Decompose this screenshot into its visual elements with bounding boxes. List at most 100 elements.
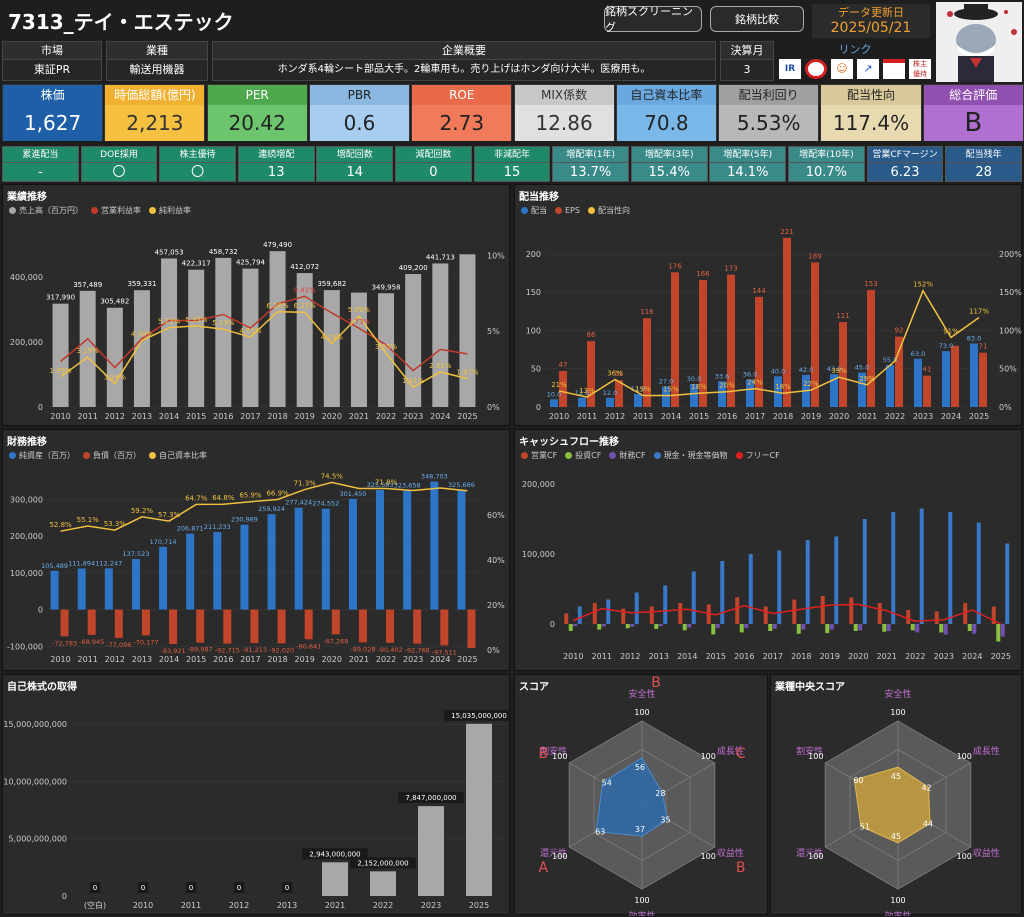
op-cf-bar [963, 603, 968, 624]
y2-tick-label: 50% [999, 365, 1017, 374]
debt-label: -67,268 [323, 637, 348, 645]
x-tick-label: 2020 [829, 412, 849, 421]
x-tick-label: 2022 [376, 412, 396, 421]
stat-label: 増配率(5年) [710, 147, 786, 163]
dividend-bar [550, 399, 558, 407]
x-tick-label: 2014 [661, 412, 681, 421]
stat-value: 15.4% [648, 165, 690, 180]
net-margin-label: 1.87% [456, 369, 479, 377]
x-tick-label: 2010 [50, 655, 70, 664]
radar-axis-label: 収益性 [717, 847, 744, 859]
finance-chart: -100,000 0 100,000 200,000 300,000 0% 20% 40% 60… [7, 472, 505, 664]
eps-label: 189 [808, 252, 821, 260]
avatar [936, 2, 1022, 82]
stat-value: 14 [346, 165, 364, 180]
radar-value: 28 [655, 789, 665, 798]
dividend-label: 27.0 [659, 377, 673, 385]
kpi-value: 1,627 [3, 105, 103, 141]
debt-label: -93,921 [161, 647, 186, 655]
debt-bar [440, 609, 449, 646]
cash-bar [834, 536, 839, 624]
cash-bar [720, 561, 725, 624]
radar-axis-label: 効率性 [628, 910, 655, 916]
x-tick-label: 2016 [213, 412, 233, 421]
kpi-value: 117.4% [821, 105, 921, 141]
dividend-bar [690, 384, 698, 407]
minkabu-link-icon[interactable] [883, 59, 905, 79]
equity-ratio-label: 64.7% [185, 494, 208, 502]
radar-axis-label: 還元性 [540, 847, 567, 859]
x-tick-label: 2010 [549, 412, 569, 421]
equity-ratio-label: 64.8% [212, 494, 235, 502]
cash-bar [691, 571, 696, 624]
equity-bar [321, 508, 330, 610]
buyback-label-bg [137, 882, 149, 893]
equity-label: 137,523 [122, 550, 149, 558]
fin-cf-bar [972, 624, 977, 634]
cash-bar [663, 585, 668, 624]
radar-max-label: 100 [634, 896, 649, 905]
sales-bar [323, 290, 340, 407]
person-link-icon[interactable]: ☺ [831, 59, 853, 79]
debt-bar [304, 609, 313, 640]
y2-tick-label: 40% [487, 556, 505, 565]
ir-bank-link-icon[interactable]: IR [779, 59, 801, 79]
stat-8: 増配率(3年) 15.4% [630, 146, 708, 182]
cash-bar [862, 519, 867, 624]
sales-bar [215, 257, 232, 407]
x-tick-label: 2022 [905, 652, 925, 661]
update-date-box: データ更新日 2025/05/21 [812, 4, 930, 38]
kpi-label: 株価 [3, 85, 103, 105]
cash-bar [777, 550, 782, 624]
equity-bar [131, 559, 140, 610]
x-tick-label: 2018 [267, 412, 287, 421]
equity-bar [240, 524, 249, 610]
y2-tick-label: 150% [999, 288, 1022, 297]
equity-ratio-label: 71.3% [294, 480, 317, 488]
equity-bar [403, 490, 412, 610]
debt-label: -77,096 [106, 641, 131, 649]
payout-label: 39% [831, 367, 847, 375]
equity-label: 325,583 [367, 481, 394, 489]
payout-label: 15% [663, 386, 679, 394]
inv-cf-bar [939, 624, 944, 633]
debt-bar [413, 609, 422, 644]
sales-label: 422,317 [182, 260, 211, 268]
y-tick-label: 0 [550, 620, 555, 629]
inv-cf-bar [853, 624, 858, 631]
chart-link-icon[interactable]: ↗ [857, 59, 879, 79]
radar-axis-label: 還元性 [796, 847, 823, 859]
eps-bar [923, 375, 931, 407]
x-tick-label: 2010 [133, 901, 153, 910]
legend-item: 配当 [521, 205, 547, 216]
yutai-link-icon[interactable]: 株主 優待 [909, 59, 931, 79]
compare-button[interactable]: 銘柄比較 [710, 6, 804, 32]
kpi-9: 総合評価 B [922, 84, 1024, 141]
stat-label: 増配率(10年) [789, 147, 864, 163]
fin-cf-bar [943, 624, 948, 635]
dividend-label: 36.0 [743, 370, 757, 378]
y-tick-label: 0 [38, 606, 43, 615]
op-margin-label: 9.41% [294, 286, 317, 294]
sales-bar [133, 290, 150, 407]
eps-bar [867, 289, 875, 407]
equity-ratio-label: 71.8% [375, 478, 398, 486]
free-cf-line [572, 603, 1002, 625]
radar-max-label: 100 [701, 852, 716, 861]
kabutan-link-icon[interactable] [805, 59, 827, 79]
x-tick-label: 2019 [801, 412, 821, 421]
x-tick-label: 2021 [857, 412, 877, 421]
update-label: データ更新日 [838, 6, 904, 19]
screening-button[interactable]: 銘柄スクリーニング [604, 5, 702, 34]
radar-value: 56 [635, 763, 645, 772]
cashflow-panel: キャッシュフロー推移 営業CF 投資CF 財務CF 現金・現金等価物 フリーCF 0 10… [514, 429, 1022, 671]
net-margin-line [60, 310, 468, 389]
kpi-label: PER [207, 85, 307, 105]
industry-score-radar: 454244455160安全性100成長性100収益性100効率性100還元性1… [796, 688, 1000, 916]
x-tick-label: 2020 [848, 652, 868, 661]
radar-value: 63 [595, 827, 605, 836]
inv-cf-bar [967, 624, 972, 631]
y-tick-label: 0 [536, 403, 541, 412]
payout-line [558, 289, 980, 398]
debt-label: -89,987 [188, 646, 213, 654]
